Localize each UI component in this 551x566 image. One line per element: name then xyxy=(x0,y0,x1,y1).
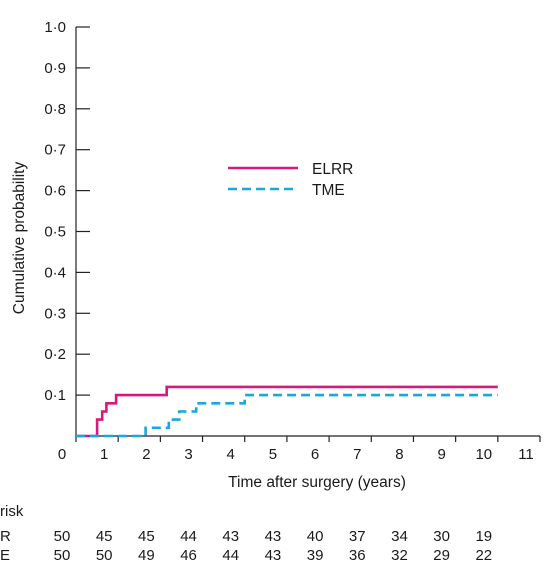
at-risk-value: 36 xyxy=(349,547,366,564)
series-layer xyxy=(76,385,498,438)
at-risk-value: 29 xyxy=(433,547,450,564)
at-risk-value: 45 xyxy=(138,528,155,545)
y-tick-label: 0·8 xyxy=(44,101,66,118)
x-tick-label: 5 xyxy=(269,446,277,463)
at-risk-value: 32 xyxy=(391,547,408,564)
x-tick-label: 1 xyxy=(100,446,108,463)
at-risk-value: 44 xyxy=(180,528,197,545)
at-risk-value: 45 xyxy=(96,528,113,545)
at-risk-value: 43 xyxy=(222,528,239,545)
at-risk-value: 46 xyxy=(180,547,197,564)
at-risk-value: 50 xyxy=(54,547,71,564)
x-tick-label: 9 xyxy=(437,446,445,463)
at-risk-value: 50 xyxy=(54,528,71,545)
at-risk-value: 43 xyxy=(265,528,282,545)
at-risk-value: 30 xyxy=(433,528,450,545)
y-tick-label: 0·6 xyxy=(44,183,66,200)
y-tick-label: 0·7 xyxy=(44,142,66,159)
y-tick-label: 0·9 xyxy=(44,60,66,77)
axis-ticks: 0 1 2 3 4 5 6 7 8 9 10 11 0·1 0·2 0·3 0·4 0·5 0·6 0·7 0·8 0·… xyxy=(44,19,541,463)
x-tick-label: 7 xyxy=(353,446,361,463)
at-risk-value: 39 xyxy=(307,547,324,564)
y-tick-label: 0·4 xyxy=(44,264,66,281)
x-tick-label: 6 xyxy=(311,446,319,463)
x-tick-label: 0 xyxy=(58,446,66,463)
y-tick-label: 0·2 xyxy=(44,346,66,363)
x-axis-title: Time after surgery (years) xyxy=(228,474,406,491)
at-risk-value: 43 xyxy=(265,547,282,564)
y-tick-label: 0·1 xyxy=(44,387,66,404)
y-tick-label: 0·5 xyxy=(44,224,66,241)
legend-label-elrr: ELRR xyxy=(312,161,353,178)
legend: ELRR TME xyxy=(228,161,353,199)
x-tick-label: 3 xyxy=(184,446,192,463)
x-tick-label: 8 xyxy=(395,446,403,463)
at-risk-value: 40 xyxy=(307,528,324,545)
y-tick-label: 1·0 xyxy=(44,19,66,36)
at-risk-value: 37 xyxy=(349,528,366,545)
at-risk-value: 50 xyxy=(96,547,113,564)
series-line-elrr xyxy=(76,385,498,438)
x-tick-label: 10 xyxy=(475,446,492,463)
at-risk-value: 19 xyxy=(475,528,492,545)
at-risk-value: 34 xyxy=(391,528,408,545)
at-risk-row-label: E xyxy=(0,547,10,564)
series-line-tme xyxy=(76,393,498,438)
y-axis-title: Cumulative probability xyxy=(11,162,28,315)
legend-label-tme: TME xyxy=(312,182,345,199)
x-tick-label: 2 xyxy=(142,446,150,463)
y-tick-label: 0·3 xyxy=(44,305,66,322)
at-risk-value: 22 xyxy=(475,547,492,564)
at-risk-header: risk xyxy=(0,503,24,520)
x-tick-label: 11 xyxy=(518,446,534,463)
at-risk-value: 44 xyxy=(222,547,239,564)
x-tick-label: 4 xyxy=(227,446,235,463)
axes xyxy=(75,27,540,437)
at-risk-row-label: R xyxy=(0,528,11,545)
numbers-at-risk-table: risk R 50 45 45 44 43 43 40 37 34 30 19 E 50 50 49 46 44 43… xyxy=(0,503,492,564)
at-risk-value: 49 xyxy=(138,547,155,564)
